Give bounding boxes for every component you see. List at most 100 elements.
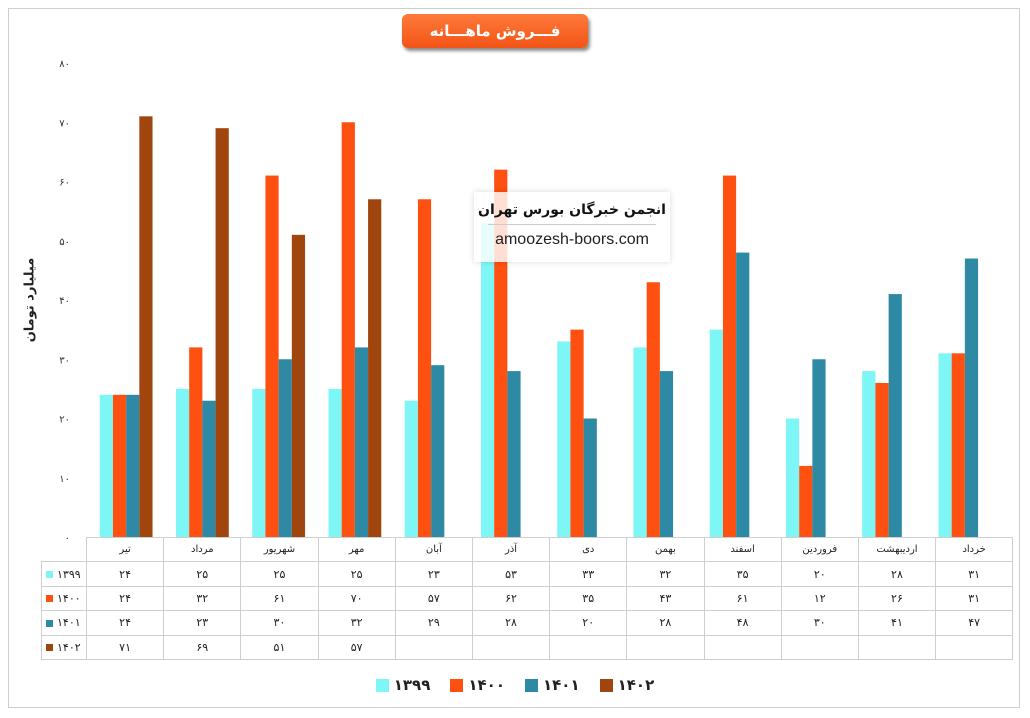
bar xyxy=(812,359,826,537)
data-label: ۲۵ xyxy=(240,561,319,587)
watermark-title: انجمن خبرگان بورس تهران xyxy=(478,202,666,218)
bar xyxy=(328,388,342,537)
bar xyxy=(507,371,521,537)
data-label: ۷۱ xyxy=(85,634,165,660)
y-tick-label: ۸۰ xyxy=(59,59,70,70)
table-header-row: تیر مرداد شهریور مهر آبان آذر دی بهمن اسفند فرورد… xyxy=(41,536,1014,563)
legend-label: ۱۴۰۱ xyxy=(543,676,580,694)
data-label xyxy=(780,634,859,660)
data-label: ۲۴ xyxy=(85,610,165,636)
data-label: ۲۸ xyxy=(857,561,937,587)
series-swatch xyxy=(46,644,53,652)
legend-label: ۱۴۰۰ xyxy=(468,676,505,694)
data-label: ۳۲ xyxy=(163,585,242,612)
legend-swatch xyxy=(450,679,464,692)
series-row-header: ۱۳۹۹ xyxy=(41,561,87,587)
bar xyxy=(291,234,306,537)
bar xyxy=(139,116,153,537)
data-label xyxy=(626,634,705,660)
series-row-header: ۱۴۰۱ xyxy=(41,610,87,636)
chart-legend: ۱۳۹۹ ۱۴۰۰ ۱۴۰۱ ۱۴۰۲ xyxy=(0,676,1030,694)
data-label: ۳۵ xyxy=(549,585,628,612)
series-row-header: ۱۴۰۰ xyxy=(41,585,87,612)
bar xyxy=(126,394,140,537)
data-label: ۵۱ xyxy=(240,634,319,660)
watermark-divider xyxy=(488,224,656,225)
x-tick-label: مرداد xyxy=(163,536,242,563)
series-name: ۱۴۰۰ xyxy=(57,591,81,605)
data-label: ۶۹ xyxy=(163,634,242,660)
x-tick-label: اردیبهشت xyxy=(857,536,937,563)
bar xyxy=(404,400,418,537)
data-label: ۷۰ xyxy=(317,585,396,612)
data-label: ۶۱ xyxy=(703,585,782,612)
data-label: ۲۵ xyxy=(317,561,396,587)
bar xyxy=(633,347,647,537)
data-label: ۴۸ xyxy=(703,610,782,636)
legend-swatch xyxy=(375,679,389,692)
x-tick-label: بهمن xyxy=(626,536,705,563)
table-row: ۱۴۰۰ ۲۴ ۳۲ ۶۱ ۷۰ ۵۷ ۶۲ ۳۵ ۴۳ ۶۱ ۱۲ ۲۶ ۳۱ xyxy=(41,585,1014,612)
data-label: ۴۳ xyxy=(626,585,705,612)
data-label: ۱۲ xyxy=(780,585,859,612)
bar xyxy=(341,122,355,537)
data-label: ۴۱ xyxy=(857,610,937,636)
data-label xyxy=(935,634,1014,660)
data-label: ۲۴ xyxy=(85,585,165,612)
series-swatch xyxy=(46,595,53,603)
data-label: ۲۳ xyxy=(394,561,473,587)
x-tick-label: خرداد xyxy=(935,536,1014,563)
data-label: ۳۰ xyxy=(780,610,859,636)
bar xyxy=(557,341,571,537)
data-label xyxy=(703,634,782,660)
x-tick-label: فروردین xyxy=(780,536,859,563)
y-axis-label: میلیارد تومان xyxy=(22,257,38,343)
bar xyxy=(431,365,445,537)
legend-item: ۱۴۰۰ xyxy=(450,676,505,694)
bar xyxy=(951,353,965,537)
y-tick-label: ۶۰ xyxy=(59,178,70,189)
bar xyxy=(799,465,813,537)
watermark: انجمن خبرگان بورس تهران amoozesh-boors.c… xyxy=(474,192,670,262)
legend-swatch xyxy=(525,679,538,692)
bar xyxy=(875,382,889,537)
x-tick-label: مهر xyxy=(317,536,396,563)
bar xyxy=(722,175,737,537)
bar xyxy=(99,394,113,537)
bar xyxy=(112,394,127,537)
data-label: ۲۸ xyxy=(626,610,705,636)
data-label: ۲۰ xyxy=(549,610,628,636)
data-label: ۶۱ xyxy=(240,585,319,612)
bar xyxy=(480,222,495,537)
data-label: ۵۷ xyxy=(394,585,473,612)
bar xyxy=(646,282,660,537)
bar xyxy=(265,175,279,537)
data-label xyxy=(857,634,937,660)
y-tick-label: ۷۰ xyxy=(59,118,70,129)
data-label: ۳۵ xyxy=(703,561,782,587)
x-tick-label: آبان xyxy=(394,536,473,563)
bar xyxy=(659,371,674,537)
legend-item: ۱۳۹۹ xyxy=(375,676,430,694)
legend-swatch xyxy=(599,679,613,692)
bar xyxy=(368,199,382,537)
bar xyxy=(862,371,876,537)
legend-item: ۱۴۰۲ xyxy=(599,676,654,694)
data-label: ۲۹ xyxy=(394,610,473,636)
data-label: ۲۶ xyxy=(857,585,937,612)
x-tick-label: شهریور xyxy=(240,536,319,563)
watermark-url: amoozesh-boors.com xyxy=(495,231,649,248)
x-tick-label: تیر xyxy=(85,536,165,563)
table-row: ۱۴۰۲ ۷۱ ۶۹ ۵۱ ۵۷ xyxy=(41,634,1014,660)
y-tick-label: ۳۰ xyxy=(59,355,70,366)
chart-frame xyxy=(8,8,1020,708)
bar xyxy=(252,388,266,537)
bar xyxy=(278,359,292,537)
series-swatch xyxy=(46,571,53,579)
data-label: ۴۷ xyxy=(935,610,1014,636)
y-tick-label: ۲۰ xyxy=(59,415,70,426)
bar xyxy=(709,329,723,537)
series-name: ۱۴۰۲ xyxy=(57,640,81,654)
data-label: ۳۱ xyxy=(935,561,1014,587)
bar xyxy=(964,258,979,537)
